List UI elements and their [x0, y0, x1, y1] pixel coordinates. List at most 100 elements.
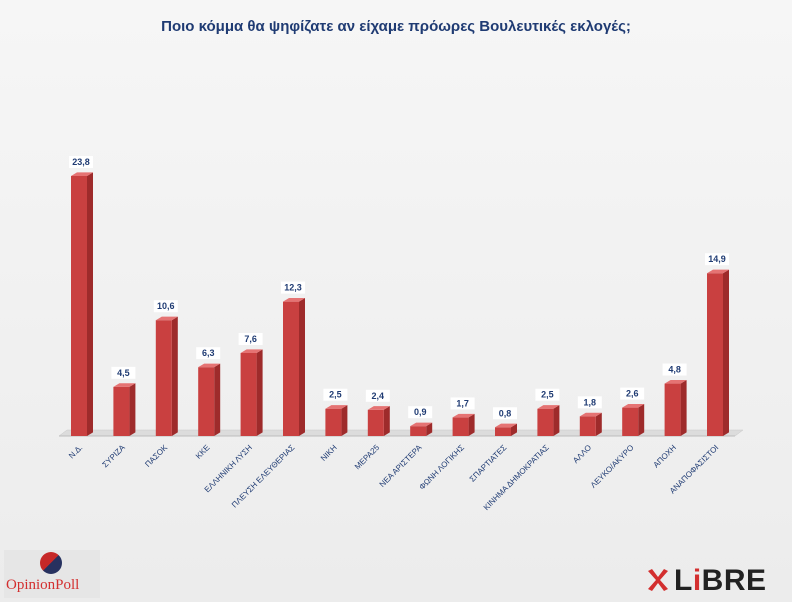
bar-front	[71, 176, 87, 436]
bar-front	[113, 386, 130, 436]
bar-front	[240, 352, 257, 436]
bar-1	[113, 383, 136, 436]
bar-13	[622, 403, 645, 436]
bar-side	[511, 423, 517, 436]
bar-top	[325, 405, 348, 409]
value-label: 2,4	[372, 391, 385, 401]
bar-top	[537, 405, 560, 409]
bar-4	[240, 349, 263, 436]
category-label: ΜΕΡΑ25	[353, 443, 382, 472]
value-label: 6,3	[202, 348, 215, 358]
bar-front	[283, 301, 299, 436]
bar-7	[367, 406, 390, 436]
bar-14	[664, 379, 687, 436]
value-label-box	[662, 363, 687, 376]
bar-front	[537, 408, 554, 436]
bar-front	[198, 367, 215, 436]
bar-top	[240, 349, 263, 353]
bar-side	[87, 172, 93, 436]
category-label: ΛΕΥΚΟ/ΑΚΥΡΟ	[589, 443, 636, 490]
value-label: 4,8	[668, 365, 681, 375]
category-label: ΝΕΑ ΑΡΙΣΤΕΡΑ	[378, 443, 424, 489]
libre-logo-icon	[648, 569, 668, 591]
bar-top	[495, 423, 517, 428]
value-label-box	[153, 300, 178, 313]
bar-side	[214, 363, 221, 436]
bar-8	[410, 422, 433, 436]
category-label: ΠΑΣΟΚ	[143, 443, 169, 469]
bar-10	[495, 423, 517, 436]
value-label-box	[238, 332, 263, 345]
bar-side	[256, 349, 263, 436]
bar-side	[723, 269, 729, 436]
bar-top	[113, 383, 136, 387]
bar-side	[129, 383, 136, 436]
value-label: 0,9	[414, 407, 427, 417]
category-label: ΣΠΑΡΤΙΑΤΕΣ	[468, 443, 509, 484]
category-label: Ν.Δ.	[67, 443, 84, 460]
bar-top	[283, 298, 305, 302]
bar-side	[638, 403, 645, 436]
bar-11	[537, 405, 560, 436]
bar-front	[155, 320, 172, 436]
bar-top	[198, 363, 221, 368]
value-label-box	[281, 281, 305, 294]
bar-top	[367, 406, 390, 410]
bar-top	[155, 316, 178, 321]
category-label: ΝΙΚΗ	[319, 443, 339, 463]
value-label: 23,8	[72, 157, 90, 167]
bar-top	[664, 379, 687, 384]
value-label-box	[196, 347, 221, 360]
bar-side	[468, 413, 475, 436]
bar-0	[71, 172, 93, 436]
opinionpoll-logo-text: OpinionPoll	[6, 577, 80, 593]
bar-top	[71, 172, 93, 176]
value-label-box	[493, 407, 517, 420]
category-label: ΑΛΛΟ	[571, 443, 593, 465]
category-label: ΚΚΕ	[194, 443, 212, 461]
bar-top	[410, 422, 433, 427]
bar-top	[707, 269, 729, 274]
value-label-box	[408, 406, 433, 419]
value-label: 4,5	[117, 368, 130, 378]
bar-top	[622, 403, 645, 408]
bar-front	[367, 409, 384, 436]
bar-3	[198, 363, 221, 436]
value-label: 7,6	[244, 334, 257, 344]
chart-title: Ποιο κόμμα θα ψηφίζατε αν είχαμε πρόωρες…	[161, 18, 631, 35]
value-label: 12,3	[284, 283, 302, 293]
bar-side	[299, 298, 305, 436]
bar-side	[680, 379, 687, 436]
bar-15	[707, 269, 729, 436]
bar-side	[426, 422, 433, 436]
bar-6	[325, 405, 348, 436]
bar-chart: 23,8Ν.Δ.4,5ΣΥΡΙΖΑ10,6ΠΑΣΟΚ6,3ΚΚΕ7,6ΕΛΛΗΝ…	[58, 156, 744, 512]
value-label-box	[111, 366, 136, 379]
bar-side	[553, 405, 560, 436]
value-label-box	[365, 389, 390, 402]
value-label-box	[705, 253, 729, 266]
bar-top	[452, 413, 475, 418]
category-label: ΑΠΟΧΗ	[652, 443, 679, 470]
libre-logo-letter-l: L	[674, 564, 693, 597]
value-label-box	[577, 396, 602, 409]
bar-2	[155, 316, 178, 436]
value-label: 2,5	[541, 390, 554, 400]
value-label: 2,5	[329, 390, 342, 400]
category-label: ΣΥΡΙΖΑ	[101, 443, 128, 470]
bar-12	[579, 412, 602, 436]
bar-front	[579, 416, 596, 436]
bar-side	[341, 405, 348, 436]
libre-logo: LiBRE	[642, 561, 792, 599]
libre-logo-letter-i: i	[692, 564, 702, 597]
value-label: 1,8	[584, 397, 597, 407]
bar-side	[383, 406, 390, 436]
bar-9	[452, 413, 475, 436]
bar-front	[622, 407, 639, 436]
bar-front	[664, 383, 681, 436]
value-label: 1,7	[456, 398, 469, 408]
bar-front	[452, 417, 469, 436]
libre-logo-text: LiBRE	[674, 564, 767, 598]
value-label-box	[620, 387, 645, 400]
bar-front	[410, 426, 427, 436]
